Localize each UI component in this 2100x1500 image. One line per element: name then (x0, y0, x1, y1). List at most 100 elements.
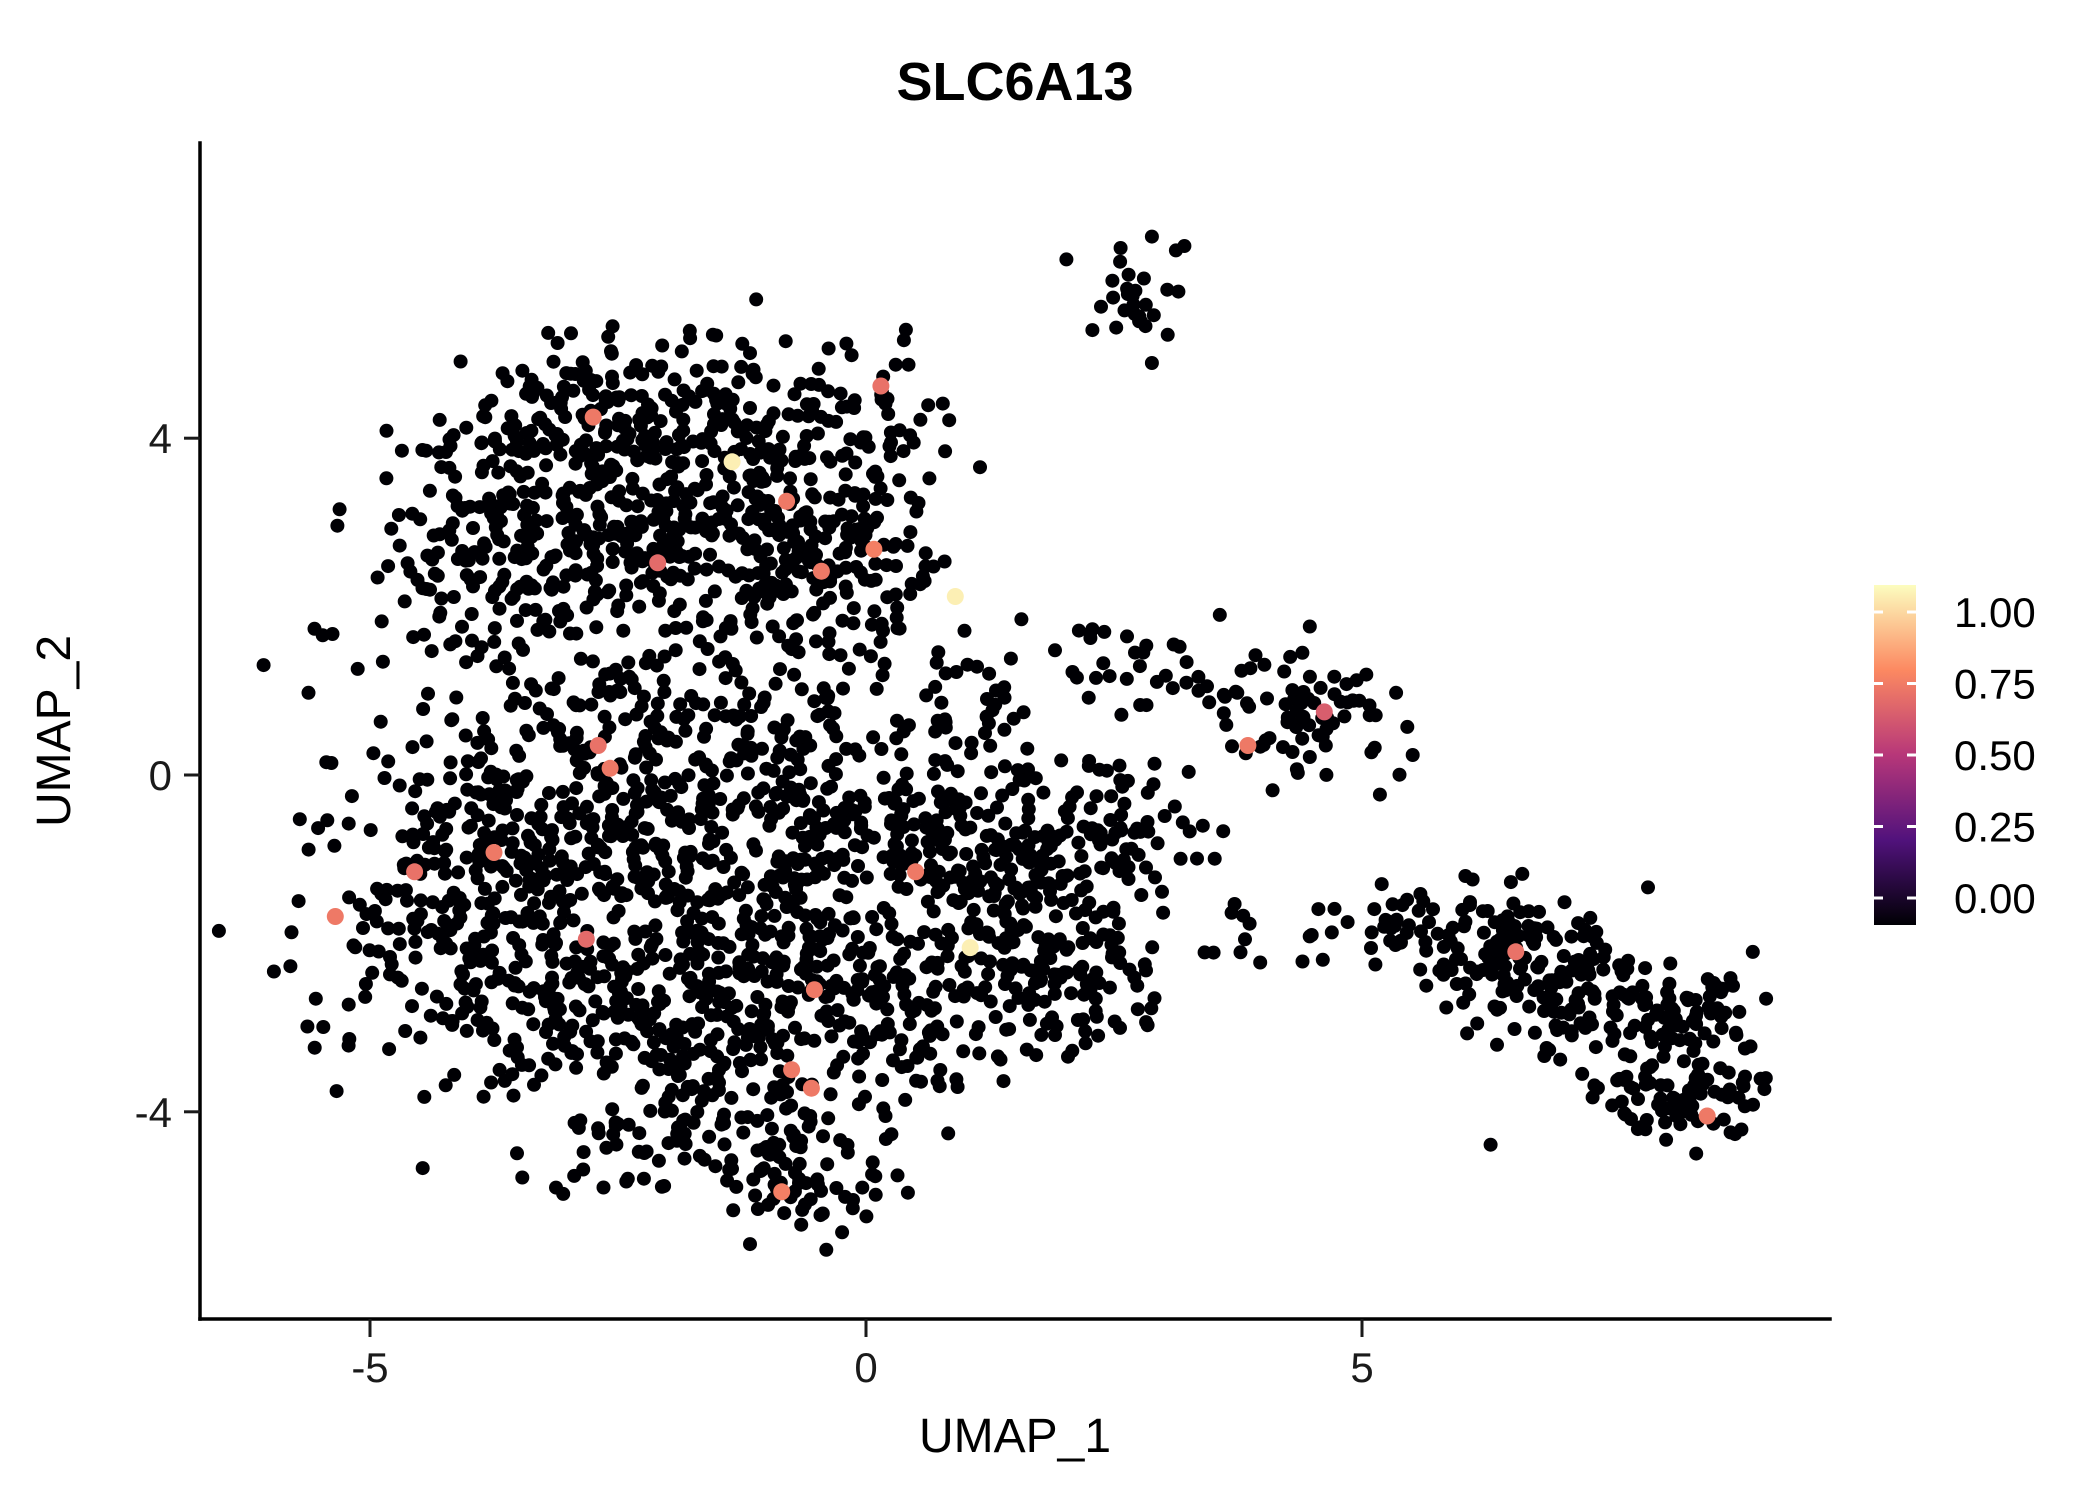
data-point (381, 754, 396, 769)
data-point (802, 929, 817, 944)
data-point (841, 661, 856, 676)
data-point (793, 762, 808, 777)
data-point (619, 588, 634, 603)
data-point (1016, 705, 1031, 720)
data-point (748, 1029, 763, 1044)
data-point (1018, 919, 1033, 934)
data-point (751, 434, 766, 449)
data-point (748, 370, 763, 385)
data-point (885, 929, 900, 944)
data-point (1757, 1082, 1772, 1097)
data-point (816, 803, 831, 818)
data-point (492, 1062, 507, 1077)
data-point (804, 538, 819, 553)
x-ticks: -5 0 5 (351, 1319, 1374, 1391)
data-point (394, 443, 409, 458)
data-point (1614, 964, 1629, 979)
data-point (735, 336, 750, 351)
data-point (504, 910, 518, 925)
data-point (518, 603, 533, 618)
data-point (669, 404, 683, 419)
data-point (966, 859, 981, 874)
data-point (400, 893, 414, 908)
data-point (553, 614, 568, 629)
data-point (468, 863, 483, 878)
data-point (560, 537, 575, 552)
data-point (667, 372, 682, 387)
data-point (540, 707, 554, 722)
data-point (556, 855, 570, 870)
data-point (1302, 929, 1317, 944)
data-point (1732, 1004, 1747, 1019)
data-point (628, 858, 643, 873)
data-point (1714, 1021, 1729, 1036)
data-point (893, 951, 908, 966)
data-point (284, 925, 299, 940)
data-point (370, 881, 385, 896)
data-point (415, 581, 430, 596)
data-point (1104, 789, 1119, 804)
data-point (981, 967, 996, 982)
data-point (1296, 709, 1311, 724)
data-point (839, 890, 854, 905)
data-point (606, 910, 621, 925)
data-point (623, 365, 638, 380)
data-point (516, 642, 530, 657)
data-point (1587, 986, 1602, 1001)
data-point (596, 1066, 611, 1081)
data-point (497, 650, 512, 665)
data-point (397, 594, 412, 609)
data-point (713, 985, 728, 1000)
data-point (744, 920, 759, 935)
data-point (919, 688, 934, 703)
data-point (621, 1117, 636, 1132)
data-point (986, 903, 1001, 918)
data-point (1480, 904, 1495, 918)
data-point (1014, 612, 1029, 627)
data-point (707, 708, 722, 723)
data-point (650, 493, 665, 507)
data-point (639, 760, 654, 775)
data-point (1062, 799, 1077, 814)
data-point (776, 870, 790, 885)
data-point (715, 489, 730, 504)
data-point (510, 808, 524, 822)
data-point (596, 1180, 611, 1195)
data-point (844, 509, 859, 524)
data-point (1121, 872, 1136, 886)
data-point (995, 788, 1010, 803)
data-point (781, 928, 796, 943)
data-point (1141, 824, 1156, 839)
data-point (1583, 946, 1598, 961)
data-point (1055, 869, 1070, 883)
data-point (416, 702, 431, 716)
data-point (839, 446, 854, 461)
data-point (1419, 978, 1434, 993)
data-point (581, 979, 596, 994)
data-point (563, 626, 577, 641)
expressing-data-point (601, 759, 619, 777)
data-point (675, 1088, 690, 1103)
data-point (381, 559, 396, 574)
data-point (1114, 823, 1129, 838)
data-point (628, 747, 643, 762)
data-point (820, 781, 835, 796)
data-point (767, 720, 782, 735)
data-point (867, 515, 882, 530)
data-point (424, 644, 439, 659)
data-point (316, 1020, 331, 1034)
data-point (1676, 1054, 1691, 1069)
data-point (283, 959, 298, 974)
data-point (1689, 1008, 1703, 1023)
data-point (1238, 932, 1252, 947)
data-point (683, 331, 698, 346)
data-point (1248, 648, 1263, 663)
data-point (1004, 862, 1019, 877)
data-point (510, 582, 525, 597)
data-point (750, 489, 765, 504)
data-point (744, 709, 759, 723)
data-point (453, 977, 468, 992)
data-point (726, 1014, 741, 1029)
data-point (938, 444, 953, 459)
data-point (683, 495, 698, 510)
